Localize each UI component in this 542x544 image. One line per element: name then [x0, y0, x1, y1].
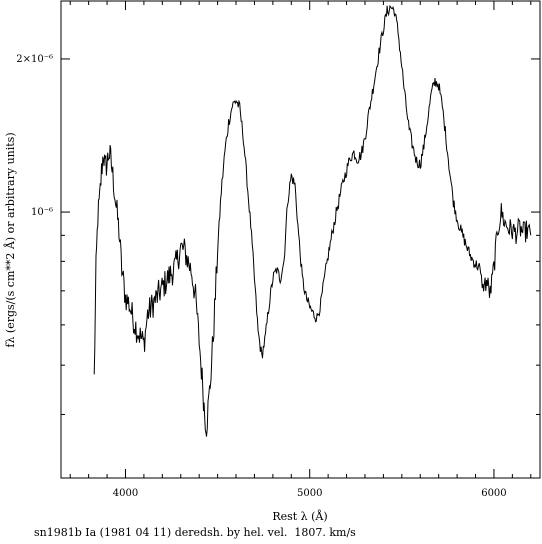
y-axis-label: fλ (ergs/(s cm**2 Å) or arbitrary units): [3, 132, 17, 347]
x-tick-label: 6000: [481, 488, 506, 499]
x-axis-label: Rest λ (Å): [272, 509, 327, 523]
y-tick-label: 10⁻⁶: [31, 207, 53, 218]
x-tick-label: 4000: [113, 488, 138, 499]
x-axis-ticks: 4000 5000 6000: [69, 1, 532, 499]
x-tick-label: 5000: [297, 488, 322, 499]
plot-frame: [60, 0, 541, 479]
y-tick-label: 2×10⁻⁶: [16, 54, 53, 65]
spectrum-line: [93, 4, 532, 437]
y-axis-ticks: 10⁻⁶ 2×10⁻⁶: [16, 54, 540, 415]
figure-caption: sn1981b Ia (1981 04 11) deredsh. by hel.…: [34, 526, 356, 539]
